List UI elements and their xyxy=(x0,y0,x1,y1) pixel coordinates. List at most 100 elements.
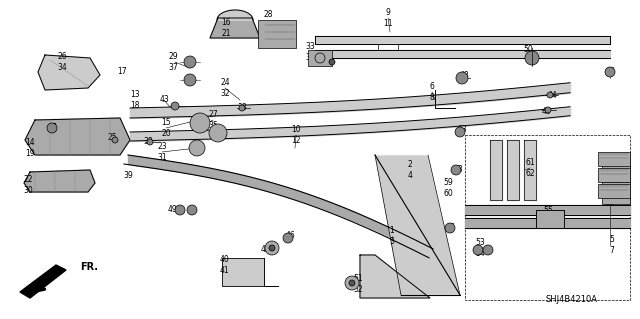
Circle shape xyxy=(605,195,615,205)
Circle shape xyxy=(175,205,185,215)
Text: 28
36: 28 36 xyxy=(263,10,273,30)
Circle shape xyxy=(329,59,335,65)
Circle shape xyxy=(187,205,197,215)
Text: 10
12: 10 12 xyxy=(291,125,301,145)
Text: 23
31: 23 31 xyxy=(157,142,167,162)
Text: 16
21: 16 21 xyxy=(221,18,231,38)
Text: 2
4: 2 4 xyxy=(408,160,412,180)
Circle shape xyxy=(456,72,468,84)
Bar xyxy=(602,158,630,180)
Text: 47: 47 xyxy=(48,123,58,132)
Text: 40
41: 40 41 xyxy=(219,255,229,275)
Circle shape xyxy=(47,123,57,133)
Polygon shape xyxy=(210,18,260,38)
Bar xyxy=(308,50,332,66)
Polygon shape xyxy=(217,10,253,20)
Text: 43: 43 xyxy=(159,95,169,105)
Circle shape xyxy=(209,124,227,142)
Circle shape xyxy=(345,276,359,290)
Text: 46: 46 xyxy=(445,224,455,233)
Text: 59
60: 59 60 xyxy=(443,178,453,198)
Text: 9
11: 9 11 xyxy=(383,8,393,28)
Circle shape xyxy=(112,137,118,143)
Text: 46: 46 xyxy=(285,232,295,241)
Circle shape xyxy=(189,140,205,156)
Polygon shape xyxy=(507,140,519,200)
Text: 50: 50 xyxy=(523,46,533,55)
Text: 13
18: 13 18 xyxy=(130,90,140,110)
Text: FR.: FR. xyxy=(80,262,98,272)
Polygon shape xyxy=(25,118,130,155)
Text: 25: 25 xyxy=(107,133,117,143)
Bar xyxy=(598,152,630,166)
Circle shape xyxy=(451,165,461,175)
Circle shape xyxy=(445,223,455,233)
Text: 63: 63 xyxy=(453,166,463,174)
Polygon shape xyxy=(20,265,66,298)
Circle shape xyxy=(283,233,293,243)
Text: 1
3: 1 3 xyxy=(390,226,394,246)
Text: 14
19: 14 19 xyxy=(25,138,35,158)
Text: 29
37: 29 37 xyxy=(168,52,178,72)
Text: 38: 38 xyxy=(237,103,247,113)
Circle shape xyxy=(473,245,483,255)
Text: 45: 45 xyxy=(541,108,551,116)
Text: 33
39: 33 39 xyxy=(305,42,315,62)
Circle shape xyxy=(545,107,551,113)
Circle shape xyxy=(147,139,153,145)
Circle shape xyxy=(455,127,465,137)
Text: 46: 46 xyxy=(605,68,615,77)
Text: 49: 49 xyxy=(168,205,178,214)
Circle shape xyxy=(190,113,210,133)
Circle shape xyxy=(525,51,539,65)
Circle shape xyxy=(171,102,179,110)
Polygon shape xyxy=(465,205,630,215)
Polygon shape xyxy=(24,170,95,192)
Bar xyxy=(222,258,264,286)
Bar xyxy=(598,168,630,182)
Text: 61
62: 61 62 xyxy=(525,158,535,178)
Polygon shape xyxy=(490,140,502,200)
Bar xyxy=(536,210,564,228)
Text: 38: 38 xyxy=(143,137,153,146)
Circle shape xyxy=(239,105,245,111)
Circle shape xyxy=(184,56,196,68)
Text: 53
54: 53 54 xyxy=(475,238,485,258)
Text: 15
20: 15 20 xyxy=(161,118,171,138)
Circle shape xyxy=(269,245,275,251)
Text: 44: 44 xyxy=(547,92,557,100)
Text: 42: 42 xyxy=(260,246,270,255)
Text: 63: 63 xyxy=(457,125,467,135)
Circle shape xyxy=(349,280,355,286)
Bar xyxy=(465,135,630,300)
Circle shape xyxy=(483,245,493,255)
Polygon shape xyxy=(376,156,459,294)
Circle shape xyxy=(315,53,325,63)
Circle shape xyxy=(547,92,553,98)
Text: 55
56: 55 56 xyxy=(543,206,553,226)
Bar xyxy=(258,20,296,48)
Polygon shape xyxy=(360,255,430,298)
Polygon shape xyxy=(38,55,100,90)
Text: 51
52: 51 52 xyxy=(353,274,363,294)
Circle shape xyxy=(605,67,615,77)
Polygon shape xyxy=(315,50,610,58)
Text: 6
8: 6 8 xyxy=(429,82,435,102)
Text: SHJ4B4210A: SHJ4B4210A xyxy=(546,295,598,305)
Circle shape xyxy=(184,74,196,86)
Text: 5
7: 5 7 xyxy=(609,235,614,255)
Text: 48: 48 xyxy=(459,71,469,80)
Bar xyxy=(598,184,630,198)
Text: 24
32: 24 32 xyxy=(220,78,230,98)
Polygon shape xyxy=(378,44,398,50)
Polygon shape xyxy=(524,140,536,200)
Bar xyxy=(602,182,630,204)
Text: 57
58: 57 58 xyxy=(610,168,620,188)
Circle shape xyxy=(265,241,279,255)
Polygon shape xyxy=(315,36,610,44)
Text: 26
34: 26 34 xyxy=(57,52,67,72)
Text: 22
30: 22 30 xyxy=(23,175,33,195)
Text: 17: 17 xyxy=(117,68,127,77)
Text: 27
35: 27 35 xyxy=(208,110,218,130)
Text: 39: 39 xyxy=(123,170,133,180)
